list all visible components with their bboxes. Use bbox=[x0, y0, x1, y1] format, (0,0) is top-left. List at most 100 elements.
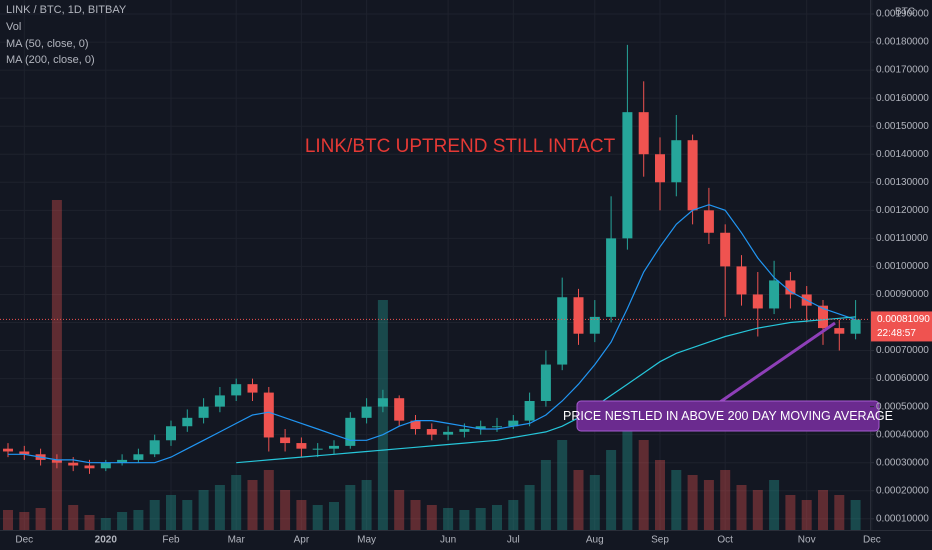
x-tick-label: Mar bbox=[228, 535, 246, 546]
chart-title: LINK / BTC, 1D, BITBAY bbox=[6, 4, 127, 16]
volume-bar bbox=[361, 480, 372, 530]
candle-body bbox=[68, 462, 79, 466]
volume-bar bbox=[557, 440, 568, 530]
volume-bar bbox=[182, 500, 193, 530]
x-tick-label: Apr bbox=[294, 535, 310, 546]
volume-bar bbox=[459, 510, 470, 530]
volume-bar bbox=[769, 480, 780, 530]
annotation: LINK/BTC UPTREND STILL INTACT bbox=[305, 136, 616, 157]
last-price-label: 0.00081090 bbox=[877, 314, 930, 325]
volume-bar bbox=[100, 518, 111, 530]
x-tick-label: Jun bbox=[440, 535, 456, 546]
candle-body bbox=[703, 210, 714, 233]
volume-bar bbox=[785, 495, 796, 530]
volume-bar bbox=[133, 510, 144, 530]
y-tick-label: 0.00130000 bbox=[876, 177, 929, 188]
volume-bar bbox=[655, 460, 665, 530]
candle-body bbox=[117, 459, 128, 463]
volume-bar bbox=[263, 470, 274, 530]
x-tick-label: Feb bbox=[162, 535, 180, 546]
volume-bar bbox=[638, 440, 649, 530]
candle-body bbox=[443, 431, 454, 435]
callout-arrow bbox=[719, 321, 836, 404]
volume-bar bbox=[801, 500, 812, 530]
y-tick-label: 0.00120000 bbox=[876, 205, 929, 216]
candle-body bbox=[198, 406, 209, 418]
y-tick-label: 0.00110000 bbox=[876, 233, 929, 244]
candle-body bbox=[557, 297, 568, 365]
y-tick-label: 0.00010000 bbox=[876, 513, 929, 524]
candle-body bbox=[231, 384, 242, 396]
volume-bar bbox=[68, 505, 79, 530]
candle-body bbox=[377, 398, 388, 407]
candle-body bbox=[182, 417, 193, 427]
legend-entry: MA (200, close, 0) bbox=[6, 54, 95, 66]
candle-body bbox=[720, 232, 731, 267]
candle-body bbox=[100, 462, 111, 469]
candle-body bbox=[394, 398, 405, 421]
moving-average-line bbox=[8, 204, 856, 464]
volume-bar bbox=[84, 515, 95, 530]
candle-body bbox=[280, 437, 291, 444]
countdown-label: 22:48:57 bbox=[877, 328, 916, 339]
candle-body bbox=[671, 140, 682, 183]
volume-bar bbox=[117, 512, 128, 530]
volume-bar bbox=[166, 495, 176, 530]
volume-bar bbox=[687, 475, 698, 530]
volume-bar bbox=[345, 485, 356, 530]
y-tick-label: 0.00030000 bbox=[876, 457, 929, 468]
candle-body bbox=[769, 280, 780, 309]
volume-bar bbox=[198, 490, 209, 530]
volume-bar bbox=[622, 420, 633, 530]
volume-bar bbox=[443, 508, 454, 530]
candle-body bbox=[410, 420, 421, 430]
candle-body bbox=[19, 451, 30, 455]
axis-unit: BTC bbox=[895, 7, 915, 18]
callout-text: PRICE NESTLED IN ABOVE 200 DAY MOVING AV… bbox=[563, 409, 893, 423]
volume-bar bbox=[231, 475, 242, 530]
legend-entry: MA (50, close, 0) bbox=[6, 38, 89, 50]
volume-bar bbox=[671, 470, 682, 530]
candle-body bbox=[214, 395, 225, 407]
volume-bar bbox=[19, 512, 30, 530]
y-tick-label: 0.00070000 bbox=[876, 345, 929, 356]
moving-average-line bbox=[236, 316, 856, 464]
x-tick-label: Dec bbox=[863, 535, 881, 546]
x-tick-label: 2020 bbox=[95, 535, 118, 546]
candle-body bbox=[589, 316, 600, 334]
volume-bar bbox=[247, 480, 258, 530]
x-tick-label: Dec bbox=[15, 535, 33, 546]
candle-body bbox=[622, 112, 633, 239]
candle-body bbox=[736, 266, 747, 295]
volume-bar bbox=[850, 500, 861, 530]
candle-body bbox=[785, 280, 796, 295]
volume-bar bbox=[35, 508, 46, 530]
candle-body bbox=[426, 429, 437, 435]
y-tick-label: 0.00160000 bbox=[876, 93, 929, 104]
y-tick-label: 0.00190000 bbox=[876, 9, 929, 20]
candle-body bbox=[3, 448, 13, 452]
candle-body bbox=[133, 454, 144, 460]
volume-bar bbox=[394, 490, 405, 530]
volume-bar bbox=[312, 505, 323, 530]
x-tick-label: Sep bbox=[651, 535, 669, 546]
volume-bar bbox=[475, 508, 486, 530]
volume-bar bbox=[3, 510, 13, 530]
candle-body bbox=[149, 440, 160, 455]
last-price-box bbox=[871, 311, 932, 342]
y-tick-label: 0.00050000 bbox=[876, 401, 929, 412]
volume-bar bbox=[834, 495, 845, 530]
plot-area bbox=[0, 0, 873, 530]
candle-body bbox=[51, 459, 62, 463]
candle-body bbox=[361, 406, 372, 418]
volume-bar bbox=[540, 460, 551, 530]
volume-bar bbox=[508, 500, 519, 530]
x-tick-label: Nov bbox=[798, 535, 816, 546]
candle-body bbox=[475, 426, 486, 430]
candle-body bbox=[263, 392, 274, 438]
candle-body bbox=[638, 112, 649, 155]
y-tick-label: 0.00020000 bbox=[876, 485, 929, 496]
candle-body bbox=[329, 445, 339, 449]
volume-bar bbox=[329, 502, 339, 530]
candle-body bbox=[573, 297, 584, 334]
